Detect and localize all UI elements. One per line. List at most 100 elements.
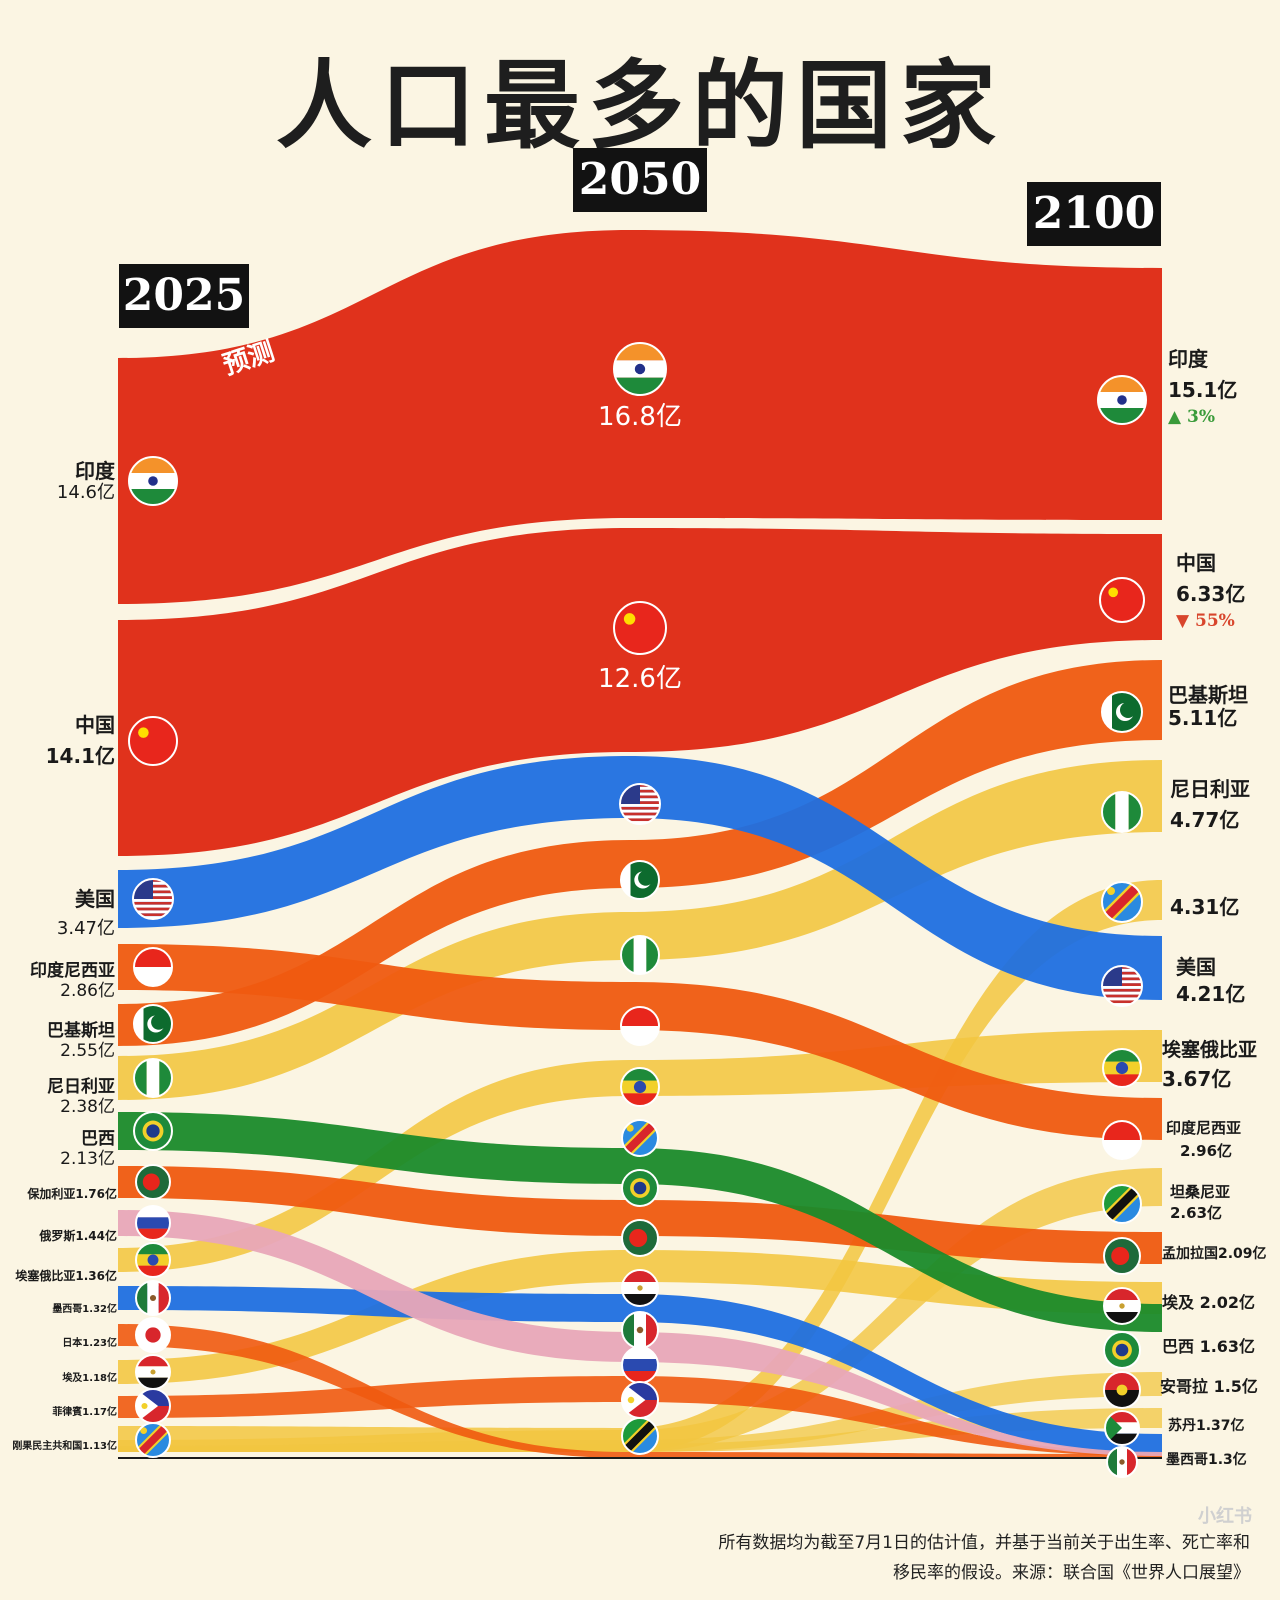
pakistan-2100-value: 5.11亿 [1168,706,1238,730]
indonesia-flag-icon-2100 [1102,1120,1142,1160]
label-2100-nigeria: 尼日利亚 4.77亿 [1170,778,1278,832]
nigeria-2025-value: 2.38亿 [60,1096,115,1117]
nigeria-flag-icon-2050 [620,935,660,975]
drc-flag-icon-2050 [621,1119,659,1157]
indonesia-flag-icon-2025 [133,947,173,987]
russia-2025-label: 俄罗斯1.44亿 [39,1229,117,1243]
pakistan-2025-name: 巴基斯坦 [47,1021,115,1041]
band-nigeria [118,760,1162,1100]
band-brazil [118,1112,1162,1332]
tanzania-flag-icon-2100 [1102,1184,1142,1224]
sudan-2100-label: 苏丹1.37亿 [1168,1418,1245,1434]
label-2100-china: 中国 6.33亿 ▼ 55% [1176,552,1276,632]
china-2100-value: 6.33亿 [1176,582,1246,606]
ethiopia-2100-name: 埃塞俄比亚 [1162,1039,1258,1061]
usa-2025-value: 3.47亿 [56,918,115,939]
bangladesh-flag-icon-2100 [1103,1237,1141,1275]
tanzania-flag-icon-2050 [621,1417,659,1455]
china-2100-name: 中国 [1176,551,1216,575]
bangladesh-flag-icon-2050 [621,1219,659,1257]
brazil-2025-value: 2.13亿 [60,1148,115,1169]
drc-flag-icon-2100 [1101,881,1143,923]
mexico-flag-icon-2025 [135,1280,171,1316]
india-flag-icon-2025 [128,456,178,506]
china-2025-value: 14.1亿 [45,744,115,768]
label-2100-ethiopia: 埃塞俄比亚 3.67亿 [1162,1039,1278,1091]
crowd-texture-overlay [118,230,1162,860]
tanzania-2100-name: 坦桑尼亚 [1170,1183,1231,1201]
tanzania-2100-value: 2.63亿 [1170,1204,1223,1223]
usa-2025-name: 美国 [75,887,115,911]
ethiopia-2100-value: 3.67亿 [1162,1066,1232,1091]
egypt-flag-icon-2025 [135,1354,171,1390]
label-2025-brazil: 巴西 2.13亿 [0,1129,115,1169]
angola-2100-label: 安哥拉 1.5亿 [1160,1377,1258,1396]
philippines-2025-label: 菲律賓1.17亿 [52,1407,117,1418]
india-flag-icon-2100 [1097,375,1147,425]
philippines-flag-icon-2050 [621,1381,659,1419]
brazil-flag-icon-2050 [621,1169,659,1207]
mexico-flag-icon-2100 [1106,1446,1138,1478]
year-2025-label: 2025 [119,264,249,328]
egypt-flag-icon-2050 [621,1269,659,1307]
china-flag-icon-2025 [128,716,178,766]
japan-flag-icon-2025 [135,1317,171,1353]
brand-watermark: 小红书 [1198,1506,1252,1527]
india-2100-name: 印度 [1168,347,1208,371]
nigeria-flag-icon-2100 [1101,791,1143,833]
drc-2025-label: 刚果民主共和国1.13亿 [12,1441,117,1452]
label-2100-indonesia: 印度尼西亚 2.96亿 [1166,1119,1276,1161]
egypt-2025-label: 埃及1.18亿 [62,1373,117,1384]
page-title: 人口最多的国家 [276,50,1004,162]
bulgaria-2025-label: 保加利亚1.76亿 [27,1187,117,1201]
pakistan-flag-icon-2050 [620,860,660,900]
ethiopia-2025-label: 埃塞俄比亚1.36亿 [15,1269,117,1283]
pakistan-2025-value: 2.55亿 [60,1040,115,1061]
usa-2100-value: 4.21亿 [1176,982,1246,1006]
philippines-flag-icon-2025 [135,1388,171,1424]
label-2100-usa: 美国 4.21亿 [1176,956,1276,1006]
brazil-2100-label: 巴西 1.63亿 [1162,1337,1256,1356]
indonesia-flag-icon-2050 [620,1006,660,1046]
russia-flag-icon-2050 [621,1346,659,1384]
usa-flag-icon-2050 [619,783,661,825]
china-2100-change: ▼ 55% [1176,611,1235,631]
russia-flag-icon-2025 [135,1205,171,1241]
nigeria-2025-name: 尼日利亚 [47,1077,115,1097]
brazil-2025-name: 巴西 [81,1129,115,1149]
band-usa [118,756,1162,1000]
ethiopia-flag-icon-2100 [1102,1048,1142,1088]
japan-2025-label: 日本1.23亿 [62,1338,117,1349]
band-china [118,528,1162,856]
label-2100-tanzania: 坦桑尼亚 2.63亿 [1170,1183,1270,1223]
angola-flag-icon-2100 [1103,1371,1141,1409]
label-2025-nigeria: 尼日利亚 2.38亿 [0,1077,115,1117]
band-tanzania [118,1168,1162,1452]
indonesia-2025-name: 印度尼西亚 [30,961,115,981]
label-2100-india: 印度 15.1亿 ▲ 3% [1168,348,1278,428]
ethiopia-flag-icon-2025 [135,1242,171,1278]
india-2025-name: 印度 [75,459,115,483]
china-2050-value: 12.6亿 [598,664,682,694]
india-2025-value: 14.6亿 [56,482,115,503]
band-india [118,230,1162,604]
china-2025-name: 中国 [75,713,115,737]
indonesia-2100-value: 2.96亿 [1180,1142,1233,1161]
label-2025-pakistan: 巴基斯坦 2.55亿 [0,1021,115,1061]
india-2050-value: 16.8亿 [598,402,682,432]
india-2100-change: ▲ 3% [1168,407,1215,427]
mexico-flag-icon-2050 [621,1311,659,1349]
brazil-flag-icon-2025 [133,1111,173,1151]
band-japan [118,1324,1162,1458]
sudan-flag-icon-2100 [1104,1410,1140,1446]
indonesia-2025-value: 2.86亿 [60,980,115,1001]
label-2025-india: 印度 14.6亿 [20,460,115,504]
footnote-line-2: 移民率的假设。来源：联合国《世界人口展望》 [893,1563,1250,1583]
drc-flag-icon-2025 [135,1422,171,1458]
usa-flag-icon-2100 [1101,965,1143,1007]
band-indonesia [118,944,1162,1140]
bangladesh-2100-label: 孟加拉国2.09亿 [1162,1246,1267,1262]
label-2100-pakistan: 巴基斯坦 5.11亿 [1168,684,1278,730]
drc-2100-value: 4.31亿 [1170,895,1240,919]
